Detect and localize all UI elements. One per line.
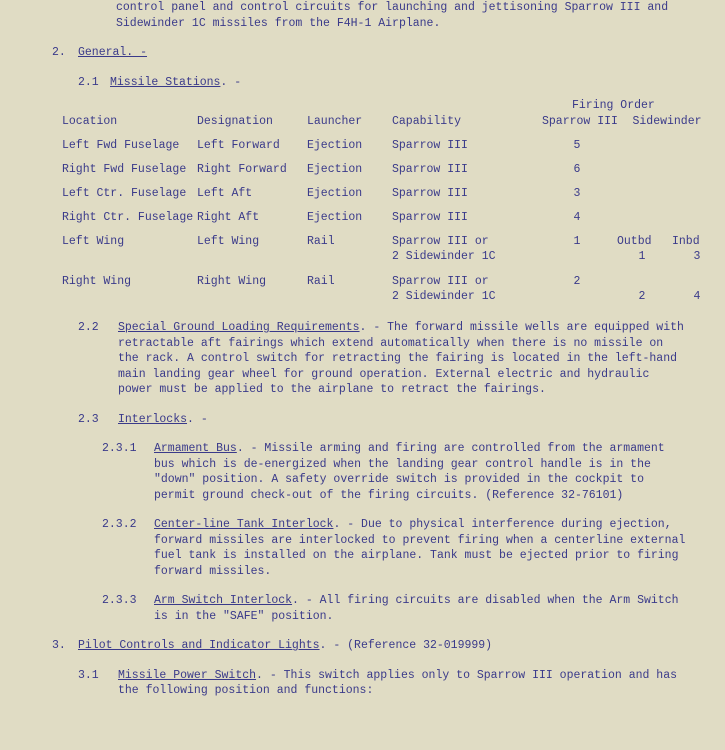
section-2-3-3-title: Arm Switch Interlock — [154, 594, 292, 607]
cell-lau: Rail — [307, 274, 387, 290]
cell-cap-2: 2 Sidewinder 1C — [392, 289, 532, 305]
cell-loc: Right Wing — [62, 274, 192, 290]
top-fragment: control panel and control circuits for l… — [52, 0, 697, 31]
section-2-2-body: Special Ground Loading Requirements. - T… — [118, 320, 697, 398]
table-row: Left Wing Left Wing Rail Sparrow III or … — [52, 234, 697, 266]
section-2-3-2-num: 2.3.2 — [102, 517, 154, 579]
section-2-1-suffix: . - — [220, 76, 241, 89]
table-row: Right Fwd Fuselage Right Forward Ejectio… — [52, 162, 697, 178]
section-3-suffix: . - (Reference 32-019999) — [320, 639, 493, 652]
cell-des: Right Wing — [197, 274, 297, 290]
section-3-1-body: Missile Power Switch. - This switch appl… — [118, 668, 697, 699]
col-location: Location — [62, 114, 192, 130]
cell-loc: Right Ctr. Fuselage — [62, 210, 192, 226]
section-2-3-1: 2.3.1 Armament Bus. - Missile arming and… — [52, 441, 697, 503]
section-2-3-1-title: Armament Bus — [154, 442, 237, 455]
cell-loc: Right Fwd Fuselage — [62, 162, 192, 178]
section-2-2-num: 2.2 — [78, 320, 118, 398]
col-launcher: Launcher — [307, 114, 387, 130]
section-2-heading: 2. General. - — [52, 45, 697, 61]
cell-sp: 6 — [542, 162, 612, 178]
cell-des: Right Forward — [197, 162, 297, 178]
section-2-3-suffix: . - — [187, 413, 208, 426]
col-sidewinder: Sidewinder — [612, 114, 722, 130]
cell-sw-outbd: 2 — [617, 289, 667, 305]
cell-lau: Ejection — [307, 210, 387, 226]
table-row: Right Wing Right Wing Rail Sparrow III o… — [52, 274, 697, 306]
section-2-3-3-body: Arm Switch Interlock. - All firing circu… — [154, 593, 697, 624]
cell-sp: 2 — [542, 274, 612, 290]
cell-sp: 1 — [542, 234, 612, 250]
section-3-title: Pilot Controls and Indicator Lights — [78, 639, 320, 652]
section-2-3-num: 2.3 — [78, 412, 118, 428]
section-2-label: General. - — [78, 45, 147, 61]
cell-cap: Sparrow III or — [392, 274, 532, 290]
section-2-2: 2.2 Special Ground Loading Requirements.… — [52, 320, 697, 398]
cell-des: Left Forward — [197, 138, 297, 154]
cell-sw-outbd: 1 — [617, 249, 667, 265]
col-sparrow: Sparrow III — [542, 114, 612, 130]
firing-order-header: Firing Order — [572, 98, 655, 114]
cell-lau: Ejection — [307, 138, 387, 154]
section-2-3-3-num: 2.3.3 — [102, 593, 154, 624]
col-designation: Designation — [197, 114, 297, 130]
missile-stations-table: Firing Order Location Designation Launch… — [52, 98, 697, 306]
cell-loc: Left Fwd Fuselage — [62, 138, 192, 154]
cell-sw-inbd: 4 — [672, 289, 722, 305]
section-3-num: 3. — [52, 638, 78, 654]
section-3-1-title: Missile Power Switch — [118, 669, 256, 682]
table-super-header: Firing Order — [52, 98, 697, 114]
col-capability: Capability — [392, 114, 532, 130]
cell-cap: Sparrow III — [392, 162, 532, 178]
cell-lau: Rail — [307, 234, 387, 250]
cell-sp: 4 — [542, 210, 612, 226]
section-2-3-heading: 2.3 Interlocks. - — [52, 412, 697, 428]
table-row: Left Fwd Fuselage Left Forward Ejection … — [52, 138, 697, 154]
cell-inbd-hdr: Inbd — [672, 234, 722, 250]
cell-des: Left Aft — [197, 186, 297, 202]
cell-des: Left Wing — [197, 234, 297, 250]
section-3-1: 3.1 Missile Power Switch. - This switch … — [52, 668, 697, 699]
section-2-3-2-body: Center-line Tank Interlock. - Due to phy… — [154, 517, 697, 579]
section-2-1-title: Missile Stations — [110, 76, 220, 89]
section-2-3-title: Interlocks — [118, 413, 187, 426]
cell-outbd-hdr: Outbd — [617, 234, 667, 250]
cell-cap: Sparrow III — [392, 210, 532, 226]
section-2-3-1-body: Armament Bus. - Missile arming and firin… — [154, 441, 697, 503]
section-2-num: 2. — [52, 45, 78, 61]
cell-sw-inbd: 3 — [672, 249, 722, 265]
cell-lau: Ejection — [307, 162, 387, 178]
cell-loc: Left Wing — [62, 234, 192, 250]
cell-cap: Sparrow III — [392, 138, 532, 154]
cell-cap-2: 2 Sidewinder 1C — [392, 249, 532, 265]
section-3-heading: 3. Pilot Controls and Indicator Lights. … — [52, 638, 697, 654]
section-2-3-2: 2.3.2 Center-line Tank Interlock. - Due … — [52, 517, 697, 579]
cell-loc: Left Ctr. Fuselage — [62, 186, 192, 202]
cell-lau: Ejection — [307, 186, 387, 202]
section-2-3-3: 2.3.3 Arm Switch Interlock. - All firing… — [52, 593, 697, 624]
table-row: Left Ctr. Fuselage Left Aft Ejection Spa… — [52, 186, 697, 202]
cell-cap: Sparrow III — [392, 186, 532, 202]
cell-sp: 5 — [542, 138, 612, 154]
document-page: control panel and control circuits for l… — [0, 0, 725, 699]
section-2-3-2-title: Center-line Tank Interlock — [154, 518, 333, 531]
section-2-1-heading: 2.1 Missile Stations. - — [52, 75, 697, 91]
cell-sp: 3 — [542, 186, 612, 202]
section-2-1-num: 2.1 — [78, 75, 110, 91]
section-3-1-num: 3.1 — [78, 668, 118, 699]
cell-des: Right Aft — [197, 210, 297, 226]
section-2-2-title: Special Ground Loading Requirements — [118, 321, 360, 334]
section-2-3-1-num: 2.3.1 — [102, 441, 154, 503]
cell-cap: Sparrow III or — [392, 234, 532, 250]
table-row: Right Ctr. Fuselage Right Aft Ejection S… — [52, 210, 697, 226]
table-header-row: Location Designation Launcher Capability… — [52, 114, 697, 130]
